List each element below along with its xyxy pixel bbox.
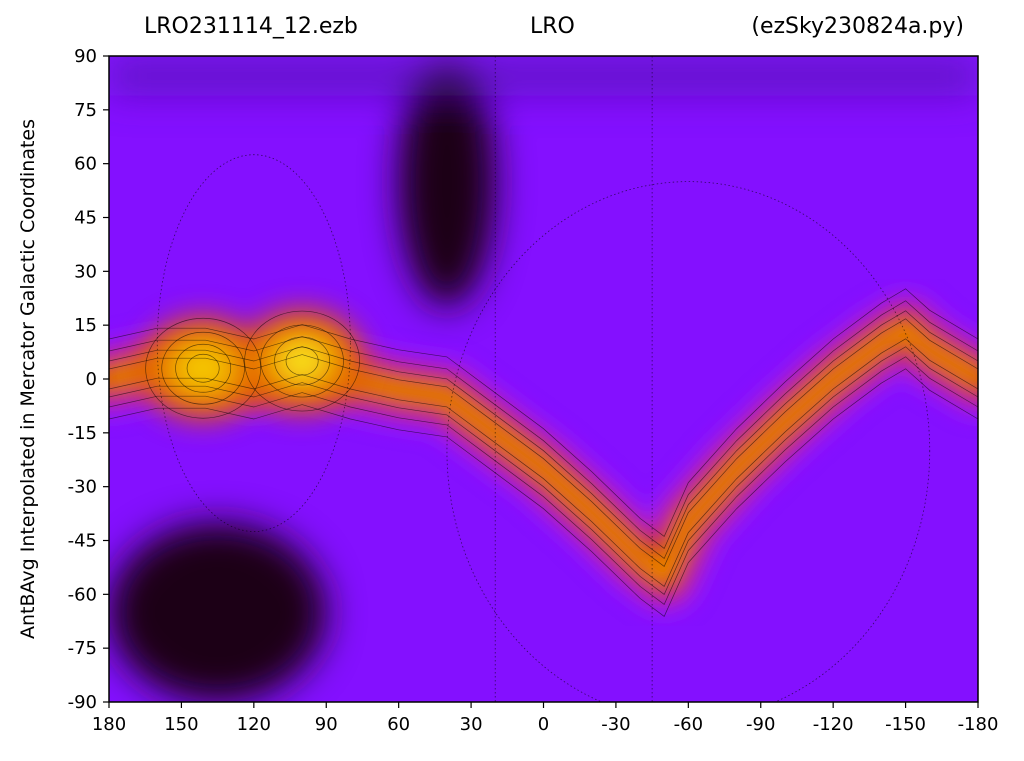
x-axis: 180 150 120 90 60 30 0 -30 -60 -90 -120 -150 -180 (92, 702, 999, 735)
contour-line (285, 346, 319, 376)
contour-line (161, 331, 245, 405)
y-tick-label: -90 (68, 692, 97, 713)
y-tick-label: 45 (74, 208, 97, 229)
y-tick-label: 75 (74, 100, 97, 121)
x-tick-label: 0 (538, 714, 549, 735)
hotspot-1 (141, 316, 266, 421)
y-tick-label: 90 (74, 46, 97, 67)
contour-line (260, 324, 344, 398)
y-tick-label: 15 (74, 315, 97, 336)
y-tick-label: -15 (68, 423, 97, 444)
y-tick-label: 30 (74, 261, 97, 282)
x-tick-label: -60 (674, 714, 703, 735)
x-tick-label: 60 (387, 714, 410, 735)
y-tick-label: -30 (68, 477, 97, 498)
contour-line (244, 310, 360, 412)
dark-region-low-left (109, 522, 327, 702)
heatmap (109, 56, 978, 702)
coordinate-grid-curve (156, 154, 351, 532)
contour-line (109, 310, 978, 559)
y-tick-label: -60 (68, 584, 97, 605)
contour-line (109, 346, 978, 595)
dark-region-upper-center (398, 56, 496, 308)
x-tick-label: 30 (460, 714, 483, 735)
contour-line (109, 318, 978, 567)
x-tick-label: 150 (164, 714, 198, 735)
contour-line (274, 336, 331, 386)
x-tick-label: -30 (601, 714, 630, 735)
title-script: (ezSky230824a.py) (751, 14, 964, 39)
x-tick-label: 180 (92, 714, 126, 735)
x-tick-label: -150 (885, 714, 926, 735)
contour-line (109, 300, 978, 549)
x-tick-label: 120 (237, 714, 271, 735)
x-tick-label: -180 (958, 714, 999, 735)
plot-frame (108, 55, 979, 703)
contour-line (186, 353, 220, 383)
y-tick-label: -75 (68, 638, 97, 659)
heatmap-plot-area (109, 56, 978, 702)
y-tick-label: 0 (86, 369, 97, 390)
y-axis: 90 75 60 45 30 15 0 -15 -30 -45 -60 -75 -90 (68, 46, 109, 713)
contour-line (175, 343, 232, 393)
upper-shade (109, 56, 978, 96)
x-tick-label: 90 (315, 714, 338, 735)
y-tick-label: 60 (74, 154, 97, 175)
y-tick-label: -45 (68, 531, 97, 552)
title-station: LRO (530, 14, 575, 39)
title-filename: LRO231114_12.ezb (144, 14, 358, 39)
coordinate-grid-curve (446, 181, 931, 702)
x-tick-label: -90 (746, 714, 775, 735)
x-tick-label: -120 (813, 714, 854, 735)
contour-line (109, 368, 978, 617)
contour-line (109, 288, 978, 537)
contour-line (145, 317, 261, 419)
